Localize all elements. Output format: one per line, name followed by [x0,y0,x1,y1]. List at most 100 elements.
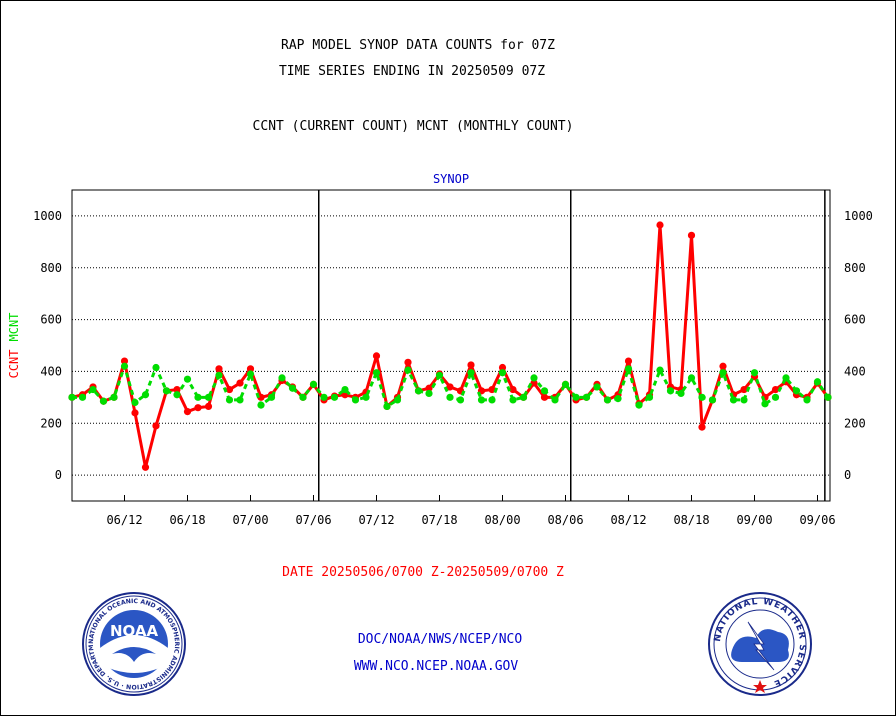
point-mcnt-0 [68,393,76,401]
y-tick-label-right-800: 800 [844,261,866,275]
point-mcnt-4 [110,393,118,401]
x-tick-label-09/06: 09/06 [799,513,835,527]
y-tick-label-right-400: 400 [844,364,866,378]
x-tick-label-08/18: 08/18 [673,513,709,527]
point-mcnt-60 [698,393,706,401]
point-ccnt-67 [771,385,780,394]
point-mcnt-65 [750,369,759,377]
point-mcnt-16 [236,396,244,404]
x-tick-label-07/12: 07/12 [358,513,394,527]
point-ccnt-32 [404,358,412,366]
date-range-label: DATE 20250506/0700 Z-20250509/0700 Z [282,565,564,580]
point-mcnt-38 [467,369,475,377]
y-tick-label-left-600: 600 [40,313,62,327]
plot-area [71,189,831,502]
point-mcnt-57 [666,387,675,395]
point-mcnt-29 [372,369,381,377]
point-ccnt-62 [719,362,727,370]
x-tick-label-08/12: 08/12 [610,513,646,527]
y-tick-label-right-1000: 1000 [844,209,873,223]
point-ccnt-60 [698,423,706,431]
point-mcnt-24 [320,393,328,401]
point-mcnt-13 [204,393,213,401]
point-mcnt-32 [404,366,412,374]
y-tick-label-right-600: 600 [844,313,866,327]
point-mcnt-27 [351,396,360,404]
y-tick-label-left-400: 400 [40,364,62,378]
point-ccnt-59 [687,231,696,239]
point-mcnt-49 [582,393,591,401]
point-mcnt-40 [488,396,496,404]
point-mcnt-43 [519,393,528,401]
point-mcnt-1 [78,393,87,401]
point-mcnt-11 [183,375,192,383]
series-line-ccnt [71,223,830,469]
point-mcnt-68 [782,374,790,382]
point-mcnt-64 [740,396,748,404]
point-mcnt-2 [89,385,97,394]
point-ccnt-8 [152,422,160,430]
point-mcnt-52 [614,395,622,403]
y-tick-label-left-1000: 1000 [33,209,62,223]
point-ccnt-6 [131,409,139,417]
point-ccnt-44 [530,379,538,387]
point-mcnt-26 [341,385,349,394]
point-mcnt-59 [687,374,696,382]
point-ccnt-10 [173,385,181,394]
chart-title-line-1: RAP MODEL SYNOP DATA COUNTS for 07Z [281,38,555,53]
nws-logo: NATIONAL WEATHER SERVICE [708,592,812,696]
point-mcnt-33 [414,387,423,395]
y-axis-label-mcnt: MCNT [7,313,21,342]
point-mcnt-35 [435,371,444,379]
point-mcnt-44 [530,374,538,382]
point-mcnt-10 [173,391,181,399]
point-mcnt-70 [803,396,811,404]
point-mcnt-25 [330,393,339,401]
point-mcnt-6 [131,398,139,407]
chart-title-line-2: TIME SERIES ENDING IN 20250509 07Z [278,64,546,79]
y-tick-label-right-0: 0 [844,468,851,482]
footer-website-link[interactable]: WWW.NCO.NCEP.NOAA.GOV [353,659,519,674]
x-tick-label-06/12: 06/12 [106,513,142,527]
point-mcnt-61 [708,396,717,404]
point-ccnt-16 [236,379,244,387]
x-tick-label-09/00: 09/00 [736,513,772,527]
point-mcnt-69 [792,387,801,395]
point-mcnt-3 [99,397,108,405]
point-mcnt-46 [551,396,559,404]
point-ccnt-41 [498,363,507,372]
point-mcnt-67 [771,393,780,401]
y-tick-label-right-200: 200 [844,416,866,430]
point-ccnt-45 [540,393,549,401]
y-axis-label-ccnt: CCNT [7,350,21,379]
point-ccnt-15 [225,385,234,394]
y-tick-label-left-0: 0 [55,468,62,482]
y-tick-label-left-200: 200 [40,416,62,430]
point-ccnt-5 [120,357,129,365]
point-ccnt-34 [425,384,433,392]
point-ccnt-29 [372,352,381,360]
point-mcnt-18 [257,401,265,409]
point-mcnt-30 [383,402,391,411]
point-mcnt-23 [309,380,318,388]
point-mcnt-54 [635,401,643,409]
x-tick-label-07/06: 07/06 [295,513,331,527]
point-ccnt-56 [656,221,664,229]
y-axis-label: CCNT MCNT [7,313,21,379]
point-mcnt-47 [561,380,570,388]
point-mcnt-66 [761,400,769,408]
point-mcnt-37 [456,396,465,404]
point-mcnt-31 [393,396,402,404]
point-mcnt-21 [288,384,297,392]
point-mcnt-8 [152,363,160,372]
point-ccnt-53 [624,357,633,365]
point-ccnt-17 [246,365,255,373]
point-ccnt-13 [204,402,213,411]
point-ccnt-14 [215,365,223,373]
point-mcnt-28 [362,393,370,401]
point-ccnt-11 [183,407,192,416]
point-mcnt-45 [540,387,549,395]
point-mcnt-19 [267,393,276,401]
point-ccnt-64 [740,385,748,394]
panel-title: SYNOP [433,172,469,186]
